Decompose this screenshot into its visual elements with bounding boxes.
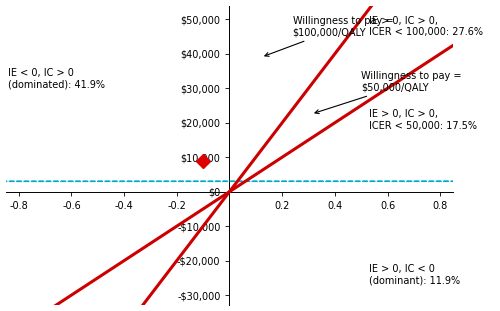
Text: Willingness to pay =
$50,000/QALY: Willingness to pay = $50,000/QALY <box>315 71 462 114</box>
Text: IE < 0, IC > 0
(dominated): 41.9%: IE < 0, IC > 0 (dominated): 41.9% <box>8 67 105 89</box>
Text: IE > 0, IC > 0,
ICER < 50,000: 17.5%: IE > 0, IC > 0, ICER < 50,000: 17.5% <box>369 109 477 131</box>
Text: IE > 0, IC < 0
(dominant): 11.9%: IE > 0, IC < 0 (dominant): 11.9% <box>369 264 460 286</box>
Point <box>136 179 144 184</box>
Text: Willingness to pay =
$100,000/QALY: Willingness to pay = $100,000/QALY <box>265 16 393 56</box>
Text: IE > 0, IC > 0,
ICER < 100,000: 27.6%: IE > 0, IC > 0, ICER < 100,000: 27.6% <box>369 16 483 38</box>
